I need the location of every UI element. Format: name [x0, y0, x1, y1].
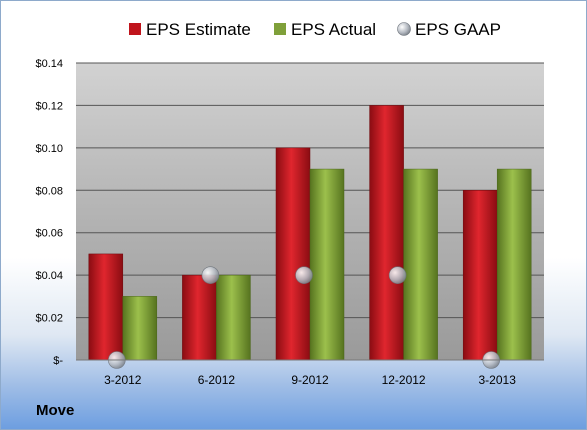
y-tick-label: $0.04	[35, 270, 63, 282]
x-tick-label: 6-2012	[198, 373, 236, 387]
estimate-bar	[369, 105, 404, 361]
y-tick-label: $0.08	[35, 185, 63, 197]
y-tick-label: $0.02	[35, 313, 63, 325]
x-tick-label: 3-2012	[104, 373, 142, 387]
actual-bar	[309, 168, 345, 361]
estimate-bar	[275, 147, 311, 361]
legend-label: EPS GAAP	[415, 20, 501, 39]
estimate-bar	[88, 253, 124, 361]
gaap-marker	[388, 266, 407, 284]
y-tick-label: $0.12	[35, 100, 63, 112]
gaap-marker	[201, 266, 220, 284]
legend-label: EPS Estimate	[146, 20, 251, 39]
y-tick-label: $0.14	[35, 58, 63, 70]
legend-swatch	[129, 23, 141, 35]
x-tick-label: 9-2012	[291, 373, 329, 387]
y-tick-label: $0.10	[35, 143, 63, 155]
bars	[88, 105, 532, 361]
x-tick-label: 12-2012	[382, 373, 426, 387]
legend: EPS Estimate EPS Actual EPS GAAP	[129, 20, 501, 39]
actual-bar	[496, 168, 532, 361]
gaap-marker	[295, 266, 313, 284]
actual-bar	[216, 274, 251, 361]
legend-label: EPS Actual	[291, 20, 376, 39]
y-tick-label: $-	[53, 355, 63, 367]
estimate-bar	[462, 190, 498, 361]
estimate-bar	[182, 274, 217, 361]
y-tick-label: $0.06	[35, 228, 63, 240]
x-tick-label: 3-2013	[479, 373, 517, 387]
company-name: Move	[36, 402, 75, 419]
legend-swatch	[274, 23, 286, 35]
actual-bar	[403, 168, 438, 361]
legend-swatch	[397, 22, 411, 36]
actual-bar	[122, 296, 158, 361]
axes: $- $0.02 $0.04 $0.06 $0.08 $0.10 $0.12 $0.14 3-2…	[35, 58, 544, 387]
